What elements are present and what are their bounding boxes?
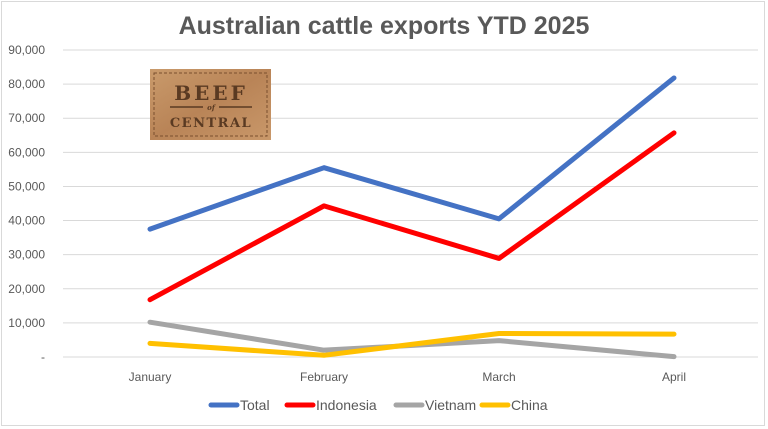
chart-title: Australian cattle exports YTD 2025 [179,12,590,40]
logo-leather-patch [150,69,271,140]
y-tick-label: 30,000 [8,248,45,262]
legend-label-vietnam: Vietnam [425,397,476,413]
y-tick-label: 60,000 [8,145,45,159]
y-tick-label: 90,000 [8,43,45,57]
y-tick-label: - [41,350,45,364]
legend-label-total: Total [240,397,270,413]
x-axis-tick-labels: January February March April [129,370,686,384]
y-tick-label: 10,000 [8,316,45,330]
logo-text-central: CENTRAL [170,116,252,131]
legend: Total Indonesia Vietnam China [208,397,548,413]
series-line-china [147,330,677,358]
x-tick-label: March [482,370,515,384]
series-lines [147,75,677,360]
series-line-total [147,75,677,232]
series-line-indonesia [147,130,677,303]
y-tick-label: 70,000 [8,111,45,125]
logo-text-beef: BEEF [174,81,248,105]
y-tick-label: 50,000 [8,179,45,193]
y-axis-tick-labels: - 10,000 20,000 30,000 40,000 50,000 60,000 70,… [8,43,45,364]
x-tick-label: April [662,370,686,384]
legend-label-china: China [511,397,548,413]
x-tick-label: February [300,370,348,384]
x-tick-label: January [129,370,172,384]
beef-central-logo: BEEF of CENTRAL [150,69,271,140]
legend-label-indonesia: Indonesia [316,397,377,413]
y-tick-label: 20,000 [8,282,45,296]
series-line-vietnam [147,319,677,360]
logo-text-of: of [207,103,217,112]
logo-stitching [153,72,268,137]
y-tick-label: 40,000 [8,214,45,228]
y-tick-label: 80,000 [8,77,45,91]
